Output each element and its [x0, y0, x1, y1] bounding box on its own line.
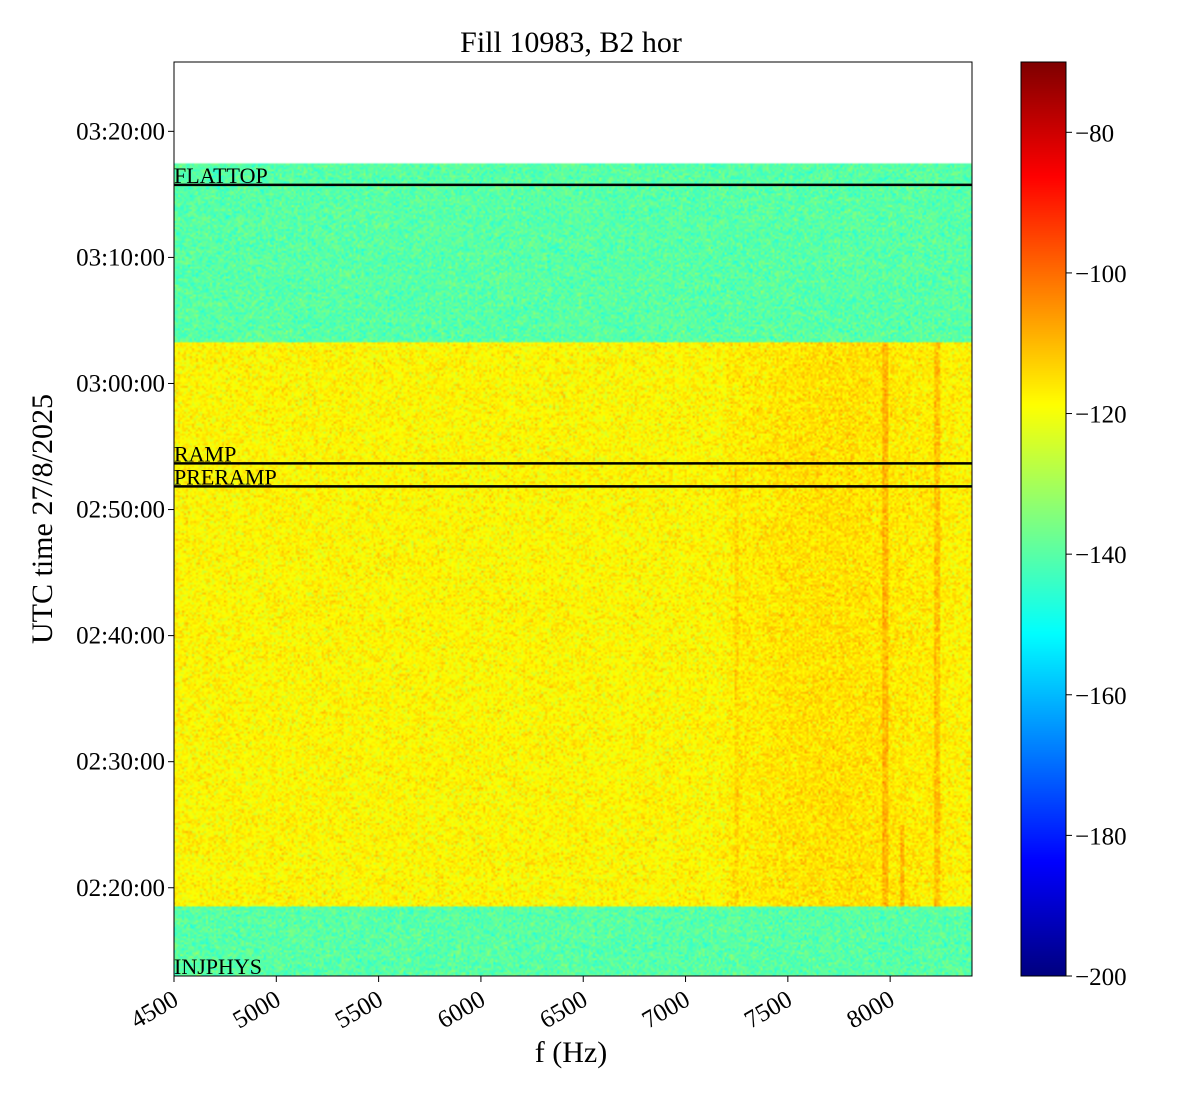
x-tick-label: 4500: [126, 986, 183, 1034]
y-tick-label: 03:20:00: [76, 118, 165, 145]
colorbar-tick-label: −180: [1075, 823, 1127, 850]
phase-label-injphys: INJPHYS: [174, 954, 262, 979]
colorbar-frame: [1020, 61, 1067, 977]
x-tick-label: 6000: [433, 986, 490, 1034]
y-tick-label: 02:20:00: [76, 875, 165, 902]
colorbar-ticks: −80 −100 −120 −140 −160 −180 −200: [1066, 120, 1127, 991]
x-tick-label: 5500: [331, 986, 388, 1034]
plot-frame: [173, 61, 973, 977]
y-axis-label: UTC time 27/8/2025: [26, 394, 59, 644]
x-axis-label: f (Hz): [535, 1036, 607, 1069]
y-axis: 02:20:00 02:30:00 02:40:00 02:50:00 03:00:00…: [76, 118, 174, 902]
colorbar: −80 −100 −120 −140 −160 −180 −200: [1020, 61, 1127, 991]
colorbar-tick-label: −120: [1075, 402, 1127, 429]
phase-label-preramp: PRERAMP: [174, 464, 277, 489]
phase-label-ramp: RAMP: [174, 441, 236, 466]
colorbar-tick-label: −80: [1075, 120, 1114, 147]
x-tick-label: 5000: [229, 986, 286, 1034]
y-tick-label: 02:50:00: [76, 497, 165, 524]
colorbar-tick-label: −100: [1075, 261, 1127, 288]
colorbar-gradient: [1021, 62, 1066, 976]
x-tick-label: 7500: [740, 986, 797, 1034]
y-tick-label: 03:00:00: [76, 370, 165, 397]
y-tick-label: 03:10:00: [76, 244, 165, 271]
x-tick-label: 6500: [535, 986, 592, 1034]
x-tick-label: 7000: [638, 986, 695, 1034]
phase-label-flattop: FLATTOP: [174, 163, 268, 188]
colorbar-tick-label: −200: [1075, 964, 1127, 991]
heatmap-area: [174, 62, 972, 976]
spectrogram-heatmap: [174, 62, 972, 976]
x-tick-label: 8000: [842, 986, 899, 1034]
y-tick-label: 02:40:00: [76, 623, 165, 650]
chart-title: Fill 10983, B2 hor: [460, 26, 682, 59]
y-tick-label: 02:30:00: [76, 749, 165, 776]
colorbar-tick-label: −140: [1075, 542, 1127, 569]
x-axis: 4500 5000 5500 6000 6500 7000 7500 8000: [126, 976, 899, 1034]
colorbar-tick-label: −160: [1075, 683, 1127, 710]
